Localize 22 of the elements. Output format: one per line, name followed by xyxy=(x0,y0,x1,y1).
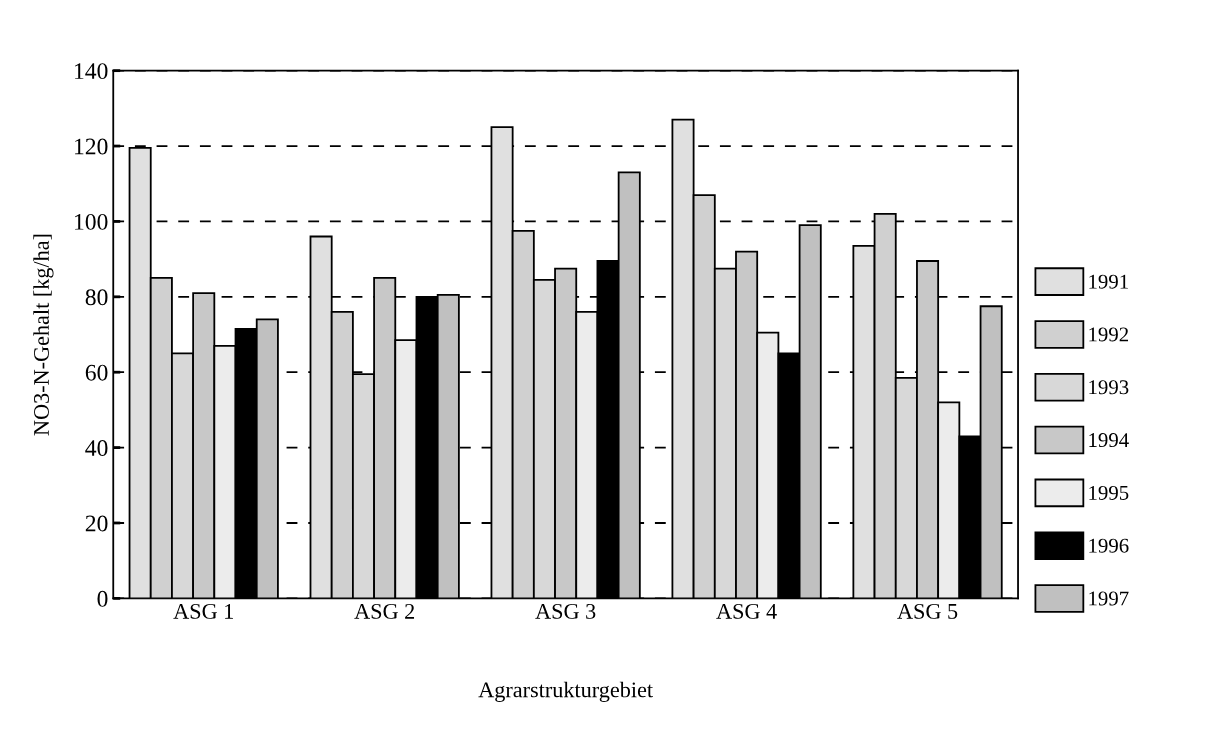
y-tick-label: 120 xyxy=(75,138,108,155)
y-tick-label: 0 xyxy=(97,590,108,607)
y-tick-label: 100 xyxy=(75,213,108,230)
legend-label: 1993 xyxy=(1089,380,1129,395)
legend-label: 1997 xyxy=(1089,591,1129,606)
x-tick-label: ASG 2 xyxy=(354,603,415,619)
legend-label: 1992 xyxy=(1089,327,1129,342)
y-axis-title: NO3-N-Gehalt [kg/ha] xyxy=(33,234,54,436)
y-tick-label: 20 xyxy=(85,515,108,532)
legend-label: 1991 xyxy=(1089,274,1128,289)
y-tick-label: 140 xyxy=(75,63,108,80)
x-tick-label: ASG 3 xyxy=(535,603,596,619)
y-tick-label: 40 xyxy=(85,440,108,457)
legend-label: 1995 xyxy=(1089,485,1129,500)
x-tick-label: ASG 4 xyxy=(716,603,777,619)
y-tick-label: 80 xyxy=(85,289,108,306)
legend-label: 1996 xyxy=(1089,538,1129,553)
legend-label: 1994 xyxy=(1089,433,1129,448)
y-tick-label: 60 xyxy=(85,364,108,381)
x-tick-label: ASG 1 xyxy=(173,603,233,619)
x-tick-label: ASG 5 xyxy=(897,603,958,619)
x-axis-title: Agrarstrukturgebiet xyxy=(478,681,653,702)
